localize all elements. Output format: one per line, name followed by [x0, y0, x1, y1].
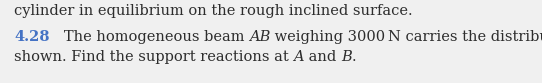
Text: B: B — [341, 50, 352, 64]
Text: The homogeneous beam: The homogeneous beam — [49, 30, 249, 44]
Text: AB: AB — [249, 30, 270, 44]
Text: weighing 3000 N carries the distributed load: weighing 3000 N carries the distributed … — [270, 30, 542, 44]
Text: cylinder in equilibrium on the rough inclined surface.: cylinder in equilibrium on the rough inc… — [14, 4, 412, 18]
Text: and: and — [304, 50, 341, 64]
Text: shown. Find the support reactions at: shown. Find the support reactions at — [14, 50, 293, 64]
Text: 4.28: 4.28 — [14, 30, 49, 44]
Text: .: . — [352, 50, 356, 64]
Text: A: A — [293, 50, 304, 64]
